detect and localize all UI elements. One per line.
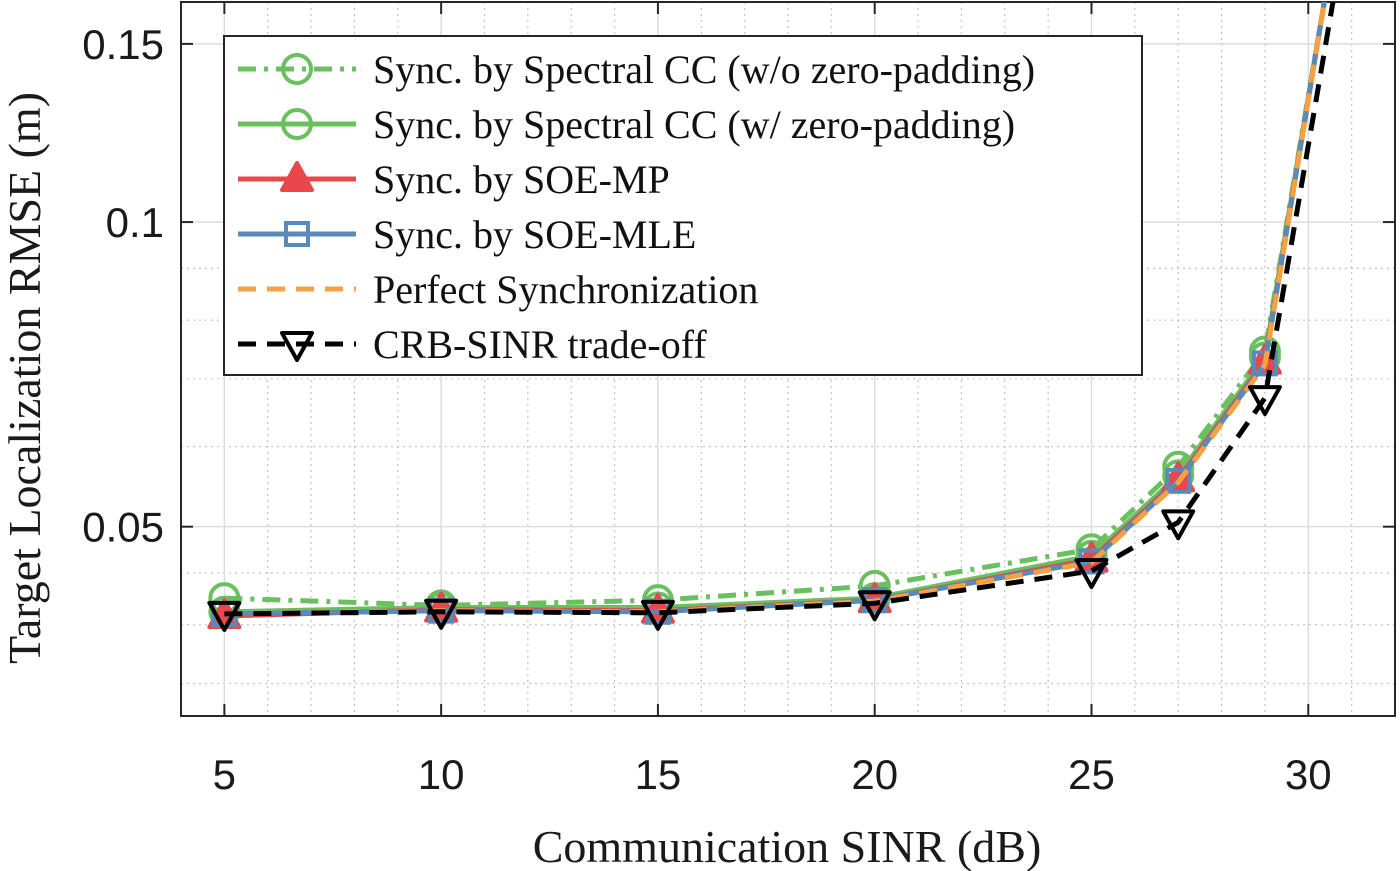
legend-box	[223, 35, 1143, 376]
legend-label: Perfect Synchronization	[373, 267, 758, 312]
legend-entry: Sync. by Spectral CC (w/ zero-padding)	[238, 102, 1015, 147]
x-tick-label: 5	[213, 751, 236, 798]
legend-entry: Sync. by Spectral CC (w/o zero-padding)	[238, 47, 1035, 92]
x-tick-label: 25	[1068, 751, 1115, 798]
legend-label: Sync. by Spectral CC (w/o zero-padding)	[373, 47, 1035, 92]
legend-marker	[280, 331, 314, 362]
legend-entry: Perfect Synchronization	[238, 267, 758, 312]
data-marker	[857, 590, 892, 622]
data-marker	[1165, 467, 1192, 494]
data-marker	[1074, 558, 1109, 590]
data-marker	[207, 600, 242, 632]
series-line	[224, 2, 1327, 617]
data-marker	[1161, 509, 1196, 541]
legend-entry: CRB-SINR trade-off	[238, 322, 707, 367]
x-tick-label: 30	[1285, 751, 1332, 798]
x-tick-label: 20	[851, 751, 898, 798]
legend-entry: Sync. by SOE-MLE	[238, 212, 696, 257]
y-tick-label: 0.05	[82, 504, 164, 551]
legend-label: CRB-SINR trade-off	[373, 322, 707, 367]
x-axis-label: Communication SINR (dB)	[533, 821, 1042, 871]
data-marker	[640, 599, 675, 631]
y-tick-label: 0.1	[106, 199, 164, 246]
legend-marker	[281, 108, 313, 140]
legend-marker	[284, 221, 310, 247]
series-line	[224, 2, 1336, 617]
data-marker	[1247, 385, 1282, 417]
legend-label: Sync. by SOE-MP	[373, 157, 670, 202]
y-tick-label: 0.15	[82, 21, 164, 68]
legend-label: Sync. by Spectral CC (w/ zero-padding)	[373, 102, 1015, 147]
legend-marker	[281, 53, 313, 85]
legend-marker	[280, 161, 314, 192]
series-5	[207, 2, 1336, 632]
axes-box	[180, 1, 1396, 717]
data-marker	[424, 598, 459, 630]
legend: Sync. by Spectral CC (w/o zero-padding) S…	[223, 35, 1143, 376]
legend-entry: Sync. by SOE-MP	[238, 157, 670, 202]
x-tick-label: 15	[635, 751, 682, 798]
x-tick-label: 10	[418, 751, 465, 798]
series-4	[224, 2, 1327, 617]
series-group	[207, 2, 1336, 632]
legend-label: Sync. by SOE-MLE	[373, 212, 696, 257]
y-axis-label: Target Localization RMSE (m)	[0, 92, 50, 664]
axis-ticks: 5 10 15 20 25 30 0.05 0.1 0.15	[82, 2, 1395, 798]
